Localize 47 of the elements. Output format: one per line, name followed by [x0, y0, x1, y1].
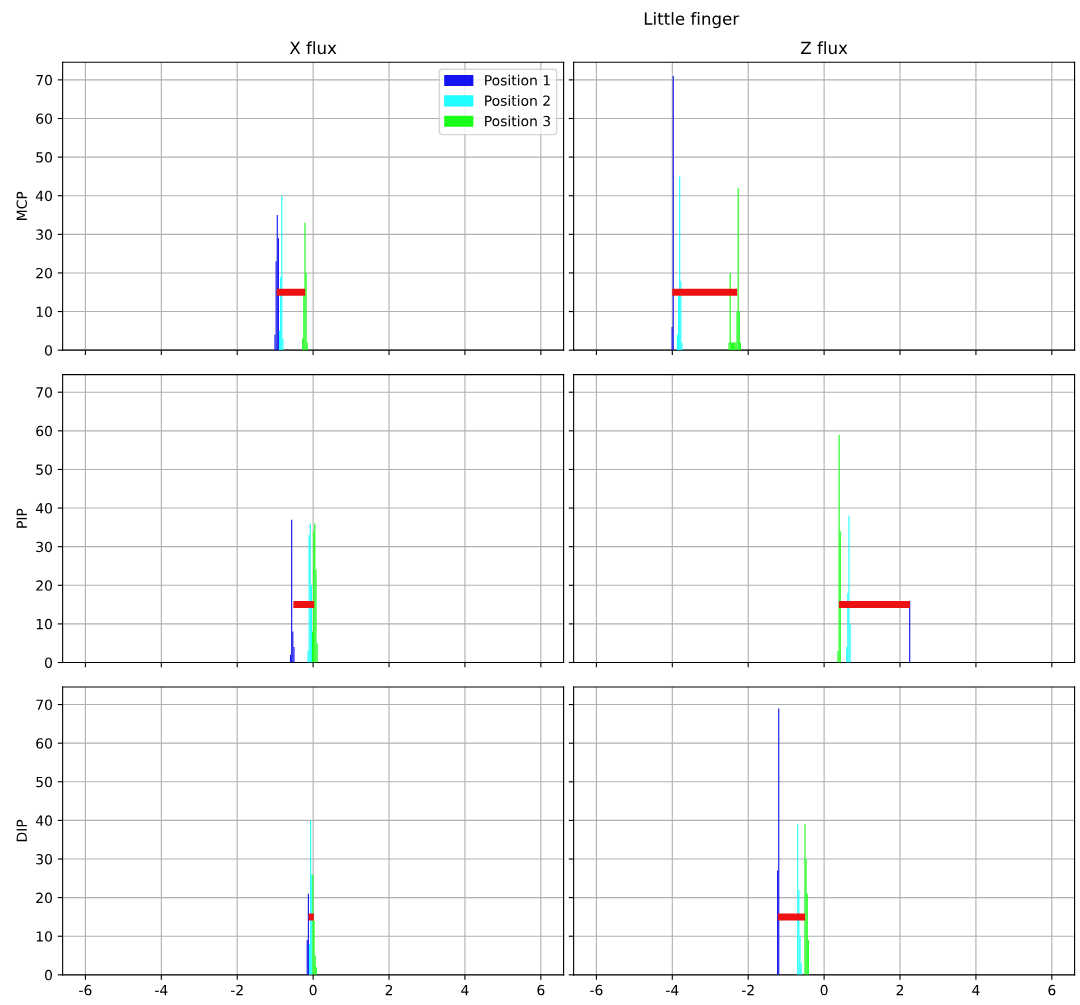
- x-tick-label: -2: [741, 984, 754, 996]
- x-tick-label: -4: [155, 985, 168, 996]
- y-tick-label: 50: [36, 776, 52, 788]
- x-tick-label: 2: [896, 984, 904, 996]
- legend-label: Position 2: [485, 95, 550, 106]
- y-tick-label: 0: [45, 657, 52, 668]
- x-tick-label: -6: [79, 984, 92, 996]
- y-tick-label: 10: [36, 931, 52, 942]
- y-tick-label: 70: [36, 74, 52, 86]
- x-tick-label: -4: [666, 985, 679, 996]
- y-tick-label: 50: [36, 464, 52, 475]
- y-axis-title: PIP: [16, 508, 27, 528]
- y-tick-label: 30: [36, 541, 52, 553]
- y-tick-label: 20: [36, 892, 52, 904]
- x-tick-label: 6: [537, 984, 545, 996]
- x-tick-label: -2: [230, 984, 243, 996]
- y-tick-label: 40: [35, 503, 52, 514]
- y-tick-label: 30: [36, 853, 52, 865]
- x-tick-label: 4: [972, 985, 980, 996]
- y-tick-label: 60: [36, 738, 52, 749]
- chart-title: X flux: [289, 41, 337, 55]
- y-tick-label: 30: [36, 229, 52, 240]
- legend-label: Position 3: [485, 115, 550, 127]
- text: Little finger: [644, 12, 740, 29]
- y-tick-label: 10: [36, 618, 52, 630]
- legend-label: Position 1: [485, 74, 550, 86]
- y-tick-label: 0: [45, 969, 52, 981]
- y-axis-title: DIP: [16, 819, 27, 842]
- y-tick-label: 60: [36, 425, 52, 437]
- y-tick-label: 50: [36, 152, 52, 163]
- x-tick-label: 4: [461, 985, 469, 996]
- y-tick-label: 20: [36, 580, 52, 591]
- x-tick-label: 6: [1048, 984, 1056, 996]
- y-axis-title: MCP: [16, 191, 27, 220]
- x-tick-label: 0: [820, 984, 828, 996]
- x-tick-label: 2: [385, 984, 393, 996]
- y-tick-label: 60: [36, 113, 52, 124]
- y-tick-label: 20: [36, 267, 52, 279]
- x-tick-label: 0: [309, 984, 317, 996]
- y-tick-label: 0: [45, 345, 52, 356]
- y-tick-label: 10: [36, 306, 52, 318]
- y-tick-label: 70: [36, 387, 52, 398]
- y-tick-label: 40: [35, 815, 52, 826]
- y-tick-label: 40: [35, 190, 52, 202]
- x-tick-label: -6: [590, 984, 603, 996]
- y-tick-label: 70: [36, 699, 52, 711]
- chart-title: Z flux: [801, 41, 848, 55]
